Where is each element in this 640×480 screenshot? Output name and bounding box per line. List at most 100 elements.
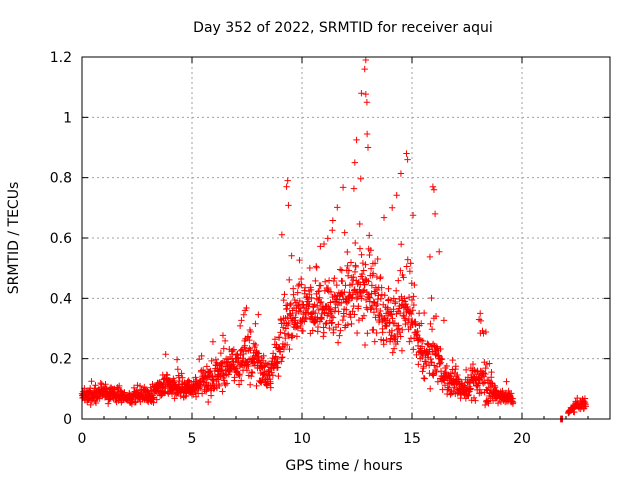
data-point (356, 245, 364, 252)
data-point (388, 311, 395, 318)
data-point (297, 307, 305, 315)
data-point (290, 291, 297, 298)
x-tick-label: 20 (513, 431, 531, 447)
data-point (327, 288, 335, 296)
data-point (243, 304, 250, 312)
data-point (307, 286, 315, 294)
data-point (330, 277, 338, 285)
data-point (300, 301, 307, 308)
data-point (428, 294, 435, 302)
data-point (359, 259, 367, 267)
data-point (389, 349, 396, 356)
data-point (357, 288, 364, 296)
data-point (229, 347, 236, 355)
data-point (393, 191, 400, 199)
data-point (284, 331, 292, 338)
data-point (370, 326, 377, 333)
data-point (467, 385, 474, 392)
data-point (433, 368, 440, 376)
data-point (397, 267, 404, 274)
data-point (291, 296, 298, 304)
data-point (435, 248, 443, 255)
data-point (321, 278, 329, 285)
data-point (320, 333, 327, 340)
data-point (271, 336, 279, 343)
data-point (450, 388, 457, 395)
data-point (153, 396, 160, 403)
data-point (362, 56, 369, 64)
data-point (149, 394, 157, 402)
data-point (361, 281, 368, 288)
data-point (248, 372, 255, 380)
data-point (329, 226, 336, 234)
data-point (400, 274, 407, 281)
data-point (222, 381, 229, 389)
data-point (335, 308, 342, 315)
data-point (236, 371, 243, 378)
data-point (431, 210, 439, 218)
data-point (308, 294, 315, 302)
data-point (429, 183, 437, 190)
data-point (198, 390, 206, 397)
data-point (366, 294, 374, 301)
data-point (237, 377, 245, 384)
data-point (408, 310, 415, 318)
data-point (344, 262, 351, 270)
data-point (219, 332, 227, 339)
data-point (367, 247, 375, 254)
y-tick-label: 0.2 (50, 352, 72, 368)
data-point (428, 326, 436, 333)
data-point (301, 284, 309, 291)
data-point (289, 332, 296, 339)
data-point (386, 319, 394, 326)
x-tick-label: 5 (188, 431, 197, 447)
data-point (274, 364, 282, 371)
data-point (281, 330, 288, 337)
data-point (371, 338, 378, 345)
data-point (204, 398, 212, 406)
data-point (246, 336, 253, 344)
data-point (378, 284, 385, 291)
data-point (440, 317, 448, 324)
data-point (419, 353, 426, 361)
data-point (364, 291, 372, 298)
data-point (345, 297, 352, 305)
data-point (286, 276, 293, 284)
data-point (381, 292, 389, 299)
data-point (403, 263, 410, 270)
data-point (388, 331, 395, 339)
data-point (255, 311, 262, 318)
data-point (320, 329, 328, 336)
data-point (348, 320, 355, 328)
data-point (390, 306, 397, 313)
y-axis-label: SRMTID / TECUs (6, 182, 22, 295)
data-point (328, 308, 335, 316)
data-point (491, 382, 498, 389)
data-point (337, 327, 344, 334)
data-point (223, 380, 231, 387)
y-tick-label: 0 (63, 412, 72, 428)
data-point (574, 394, 581, 402)
data-point (362, 90, 369, 98)
data-point (245, 362, 252, 370)
data-point (349, 308, 356, 315)
data-point (409, 307, 416, 314)
data-point (267, 384, 274, 391)
data-point (389, 204, 396, 211)
data-point (329, 217, 336, 224)
data-point (269, 372, 277, 379)
data-point (477, 389, 485, 397)
data-point (283, 305, 291, 312)
data-point (447, 370, 455, 377)
data-point (357, 175, 364, 182)
data-point (334, 339, 342, 346)
data-point (280, 345, 288, 353)
data-point (351, 311, 358, 318)
data-point (492, 387, 499, 394)
data-point (203, 379, 210, 386)
data-point (282, 334, 289, 342)
data-point (173, 356, 181, 363)
data-point (336, 266, 344, 273)
data-point (449, 356, 456, 364)
data-point (481, 401, 489, 409)
